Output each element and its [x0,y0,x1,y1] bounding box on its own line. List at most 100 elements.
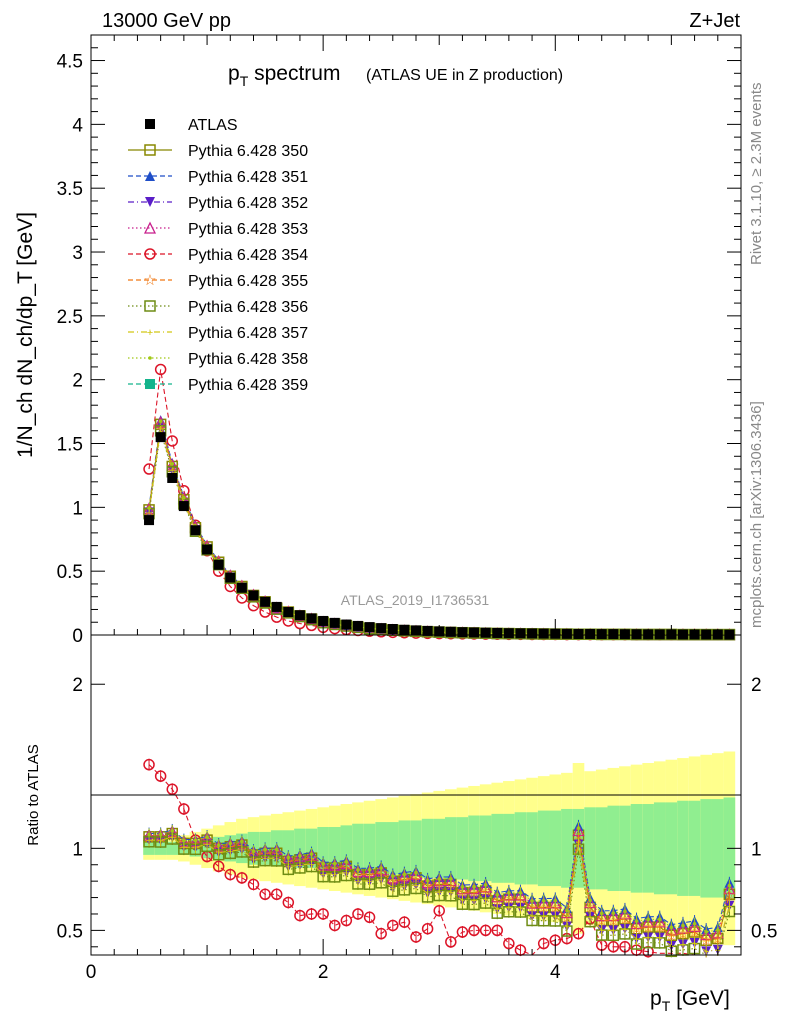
band-green-segment [503,813,515,883]
band-green-segment [433,818,446,878]
rivet-label: Rivet 3.1.10, ≥ 2.3M events [748,83,765,266]
ratio-data-point [437,877,442,881]
ratio-data-point [507,891,511,895]
ratio-data-point: + [494,904,500,916]
x-tick-label: 2 [318,962,329,983]
ratio-data-point [286,855,291,860]
ratio-data-point [305,908,318,920]
top-y-ticks: 0 0.5 1 1.5 2 2.5 3 3.5 4 4.5 [57,47,741,647]
atlas-data-point [677,629,688,640]
atlas-data-point [341,619,352,630]
ratio-data-point: + [529,911,535,923]
legend-label: Pythia 6.428 351 [188,169,308,186]
ratio-data-point: ☆ [432,876,445,893]
atlas-data-point [376,623,387,634]
band-green-segment [561,808,573,888]
ratio-data-point [541,898,546,903]
ratio-data-point: ☆ [653,919,666,936]
band-green-segment [642,804,654,893]
top-data-point [170,462,175,466]
header-process: Z+Jet [689,10,740,32]
ratio-data-point: + [250,855,256,867]
legend: ATLAS Pythia 6.428 350 Pythia 6.428 351 Pyt… [128,117,308,394]
ratio-data-point: + [598,925,604,937]
legend-label: Pythia 6.428 350 [188,143,308,160]
ratio-data-point: + [169,832,175,844]
legend-marker: ☆ [143,272,156,289]
legend-marker [144,300,156,312]
top-data-point: + [146,507,152,519]
ratio-data-point: + [262,853,268,865]
top-y-tick-label: 0.5 [57,562,83,583]
ratio-data-point [193,838,198,843]
legend-label: Pythia 6.428 359 [188,377,308,394]
atlas-data-point [213,559,224,570]
ratio-data-point: + [575,840,581,852]
atlas-data-point [202,544,213,555]
x-axis-label: pT [GeV] [650,987,730,1014]
ratio-data-point [375,927,387,940]
ratio-data-point: + [215,848,221,860]
band-green-segment [154,841,167,855]
ratio-data-point [468,924,480,937]
band-green-segment [352,823,364,873]
atlas-data-point [445,626,456,637]
ratio-data-point [182,838,186,843]
top-data-point: + [169,465,175,477]
band-green-segment [143,841,155,855]
atlas-data-point [538,628,549,639]
ratio-data-point: ☆ [699,932,712,949]
ratio-data-point: + [459,895,465,907]
legend-marker [145,379,155,389]
ratio-data-point [402,872,407,877]
ratio-data-point: ☆ [491,893,504,910]
title-p: p [228,62,240,85]
ratio-data-point [472,884,476,889]
ratio-data-point: + [285,862,291,874]
chart-title: pT spectrum [228,62,340,89]
ratio-data-point [425,878,430,883]
top-y-tick-label: 4 [72,115,83,136]
ratio-data-point [483,883,488,887]
ratio-data-point [657,917,662,922]
ratio-data-point [565,908,569,913]
atlas-data-point [585,628,596,639]
ratio-data-point [390,874,395,878]
ratio-data-point: + [540,911,546,923]
ratio-data-point [274,847,279,852]
bottom-y-axis-label: Ratio to ATLAS [25,744,42,845]
chart-subtitle: (ATLAS UE in Z production) [366,67,563,84]
ratio-data-point: + [448,887,454,899]
ratio-y-tick-label-right: 0.5 [751,921,777,942]
ratio-data-point: + [157,835,163,847]
band-green-segment [595,807,608,890]
band-green-segment [665,802,678,895]
ratio-data-point [479,924,492,937]
top-y-tick-label: 1 [72,498,83,519]
ratio-data-point [224,868,237,881]
ratio-data-point: ☆ [525,899,538,916]
header-energy: 13000 GeV pp [102,10,231,32]
ratio-data-point [166,783,178,796]
atlas-data-point [654,629,665,640]
ratio-data-point [143,758,155,771]
ratio-data-point [634,919,639,923]
ratio-data-point: + [378,875,384,887]
ratio-data-point [236,872,248,884]
ratio-data-point: + [564,921,570,933]
atlas-data-point [283,607,294,618]
legend-label: Pythia 6.428 358 [188,351,308,368]
ratio-data-point [715,928,720,932]
ratio-data-point [363,911,376,924]
band-green-segment [653,802,666,895]
ratio-data-point: + [181,842,187,854]
ratio-data-point [537,937,550,950]
band-green-segment [688,800,701,896]
atlas-data-point [399,624,410,635]
atlas-data-point [190,525,201,536]
ratio-data-point [681,923,685,928]
ratio-data-point: + [691,938,697,950]
top-y-tick-label: 2.5 [57,307,83,328]
ratio-data-point: + [192,842,198,854]
legend-label: Pythia 6.428 353 [188,221,308,238]
